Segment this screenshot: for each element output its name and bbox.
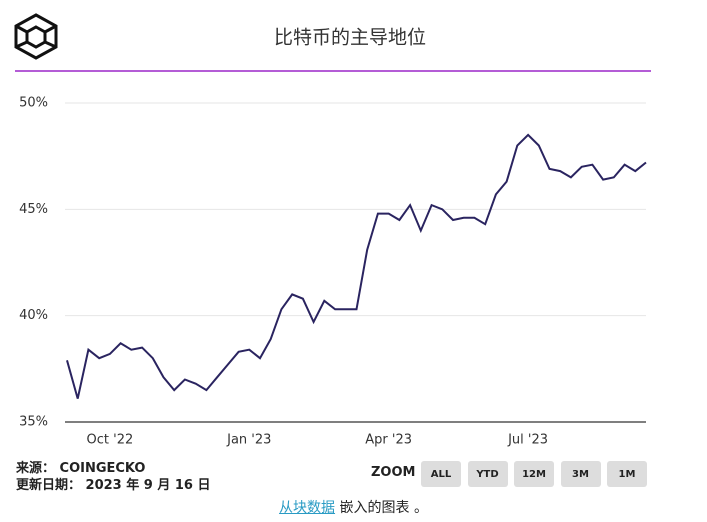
zoom-button[interactable]: 1M [607, 461, 647, 487]
zoom-button[interactable]: 3M [560, 461, 601, 487]
x-tick-label: Apr '23 [365, 433, 412, 448]
footer: 从块数据 嵌入的图表 。 [0, 497, 707, 517]
zoom-button[interactable]: 12M [514, 461, 554, 487]
y-tick-label: 40% [19, 308, 48, 323]
x-tick-label: Jan '23 [226, 433, 271, 448]
logo [14, 13, 58, 60]
zoom-button[interactable]: ALL [421, 461, 461, 487]
zoom-label: ZOOM [371, 465, 416, 480]
y-tick-label: 45% [19, 202, 48, 217]
chart-title: 比特币的主导地位 [274, 27, 426, 49]
line-series [66, 133, 647, 399]
footer-link[interactable]: 从块数据 [279, 500, 336, 516]
x-tick-label: Oct '22 [87, 433, 134, 448]
y-tick-label: 35% [19, 415, 48, 430]
zoom-button[interactable]: YTD [467, 461, 508, 487]
source: 来源： COINGECKO [16, 461, 146, 476]
y-tick-label: 50% [19, 96, 48, 111]
footer-text: 嵌入的图表 。 [339, 500, 428, 516]
x-tick-label: Jul '23 [507, 433, 548, 448]
updated: 更新日期： 2023 年 9 月 16 日 [16, 478, 211, 493]
